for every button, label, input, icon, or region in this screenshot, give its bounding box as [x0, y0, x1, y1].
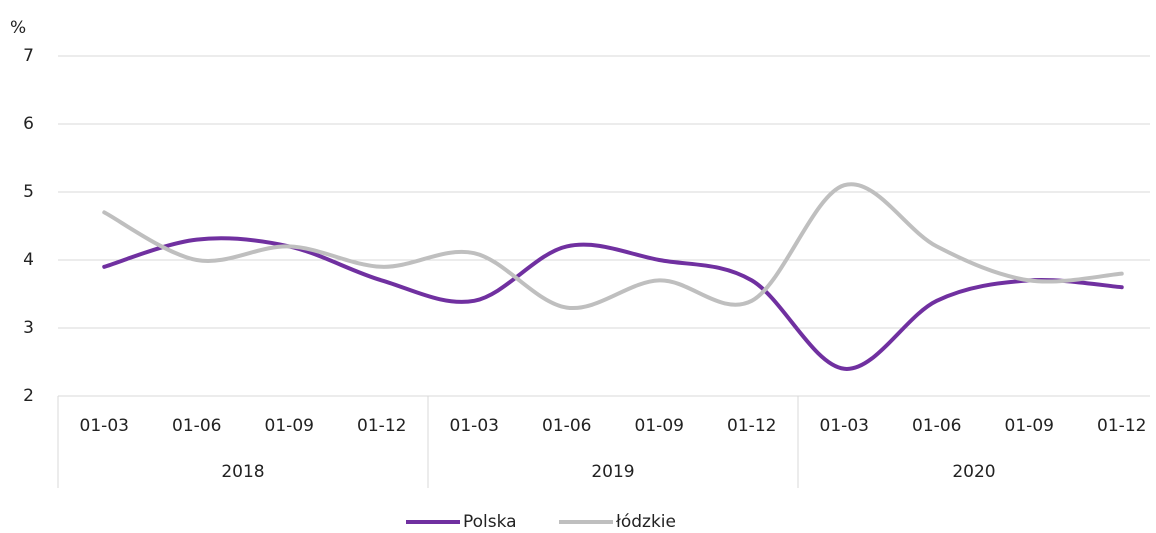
group-label: 2018 [221, 462, 264, 482]
x-tick-label: 01-06 [912, 416, 961, 436]
x-tick-label: 01-12 [357, 416, 406, 436]
y-tick-label: 4 [23, 250, 34, 270]
series-line [102, 182, 1124, 311]
y-axis-label: % [10, 18, 26, 38]
x-tick-label: 01-03 [820, 416, 869, 436]
x-tick-label: 01-06 [172, 416, 221, 436]
x-tick-label: 01-12 [1097, 416, 1146, 436]
y-tick-label: 2 [23, 386, 34, 406]
x-tick-label: 01-12 [727, 416, 776, 436]
group-label: 2019 [591, 462, 634, 482]
series-line [102, 236, 1124, 371]
x-tick-label: 01-09 [635, 416, 684, 436]
x-tick-label: 01-09 [265, 416, 314, 436]
x-tick-label: 01-03 [80, 416, 129, 436]
y-tick-label: 7 [23, 46, 34, 66]
legend-label: Polska [463, 512, 517, 532]
y-tick-label: 3 [23, 318, 34, 338]
group-label: 2020 [952, 462, 995, 482]
x-tick-label: 01-09 [1005, 416, 1054, 436]
y-tick-label: 6 [23, 114, 34, 134]
y-tick-label: 5 [23, 182, 34, 202]
x-tick-label: 01-03 [450, 416, 499, 436]
legend-label: łódzkie [616, 512, 676, 532]
x-tick-label: 01-06 [542, 416, 591, 436]
